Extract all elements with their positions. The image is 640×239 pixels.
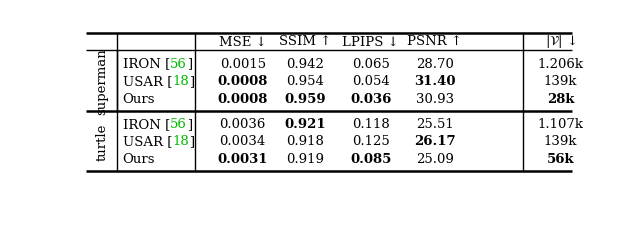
Text: 0.0034: 0.0034 <box>220 135 266 148</box>
Text: SSIM ↑: SSIM ↑ <box>278 35 331 48</box>
Text: 139k: 139k <box>544 75 577 88</box>
Text: |$\mathcal{V}$| ↓: |$\mathcal{V}$| ↓ <box>545 33 577 50</box>
Text: ]: ] <box>187 118 192 131</box>
Text: Ours: Ours <box>123 93 155 106</box>
Text: 0.954: 0.954 <box>286 75 324 88</box>
Text: Ours: Ours <box>123 153 155 166</box>
Text: 28k: 28k <box>547 93 574 106</box>
Text: 0.0015: 0.0015 <box>220 58 266 71</box>
Text: 0.0036: 0.0036 <box>220 118 266 131</box>
Text: 1.107k: 1.107k <box>538 118 584 131</box>
Text: 0.065: 0.065 <box>352 58 390 71</box>
Text: 0.0031: 0.0031 <box>218 153 268 166</box>
Text: 0.959: 0.959 <box>284 93 326 106</box>
Text: MSE ↓: MSE ↓ <box>219 35 267 48</box>
Text: 1.206k: 1.206k <box>538 58 584 71</box>
Text: ]: ] <box>187 58 192 71</box>
Text: 56k: 56k <box>547 153 574 166</box>
Text: 18: 18 <box>172 75 189 88</box>
Text: 139k: 139k <box>544 135 577 148</box>
Text: PSNR ↑: PSNR ↑ <box>408 35 463 48</box>
Text: 25.09: 25.09 <box>416 153 454 166</box>
Text: turtle: turtle <box>95 123 108 161</box>
Text: superman: superman <box>95 49 108 115</box>
Text: 31.40: 31.40 <box>414 75 456 88</box>
Text: IRON [: IRON [ <box>123 58 170 71</box>
Text: 18: 18 <box>172 135 189 148</box>
Text: 0.125: 0.125 <box>352 135 390 148</box>
Text: 0.921: 0.921 <box>284 118 326 131</box>
Text: 0.036: 0.036 <box>350 93 391 106</box>
Text: 0.085: 0.085 <box>350 153 391 166</box>
Text: 0.919: 0.919 <box>285 153 324 166</box>
Text: LPIPS ↓: LPIPS ↓ <box>342 35 399 48</box>
Text: 0.918: 0.918 <box>286 135 324 148</box>
Text: ]: ] <box>189 75 194 88</box>
Text: ]: ] <box>189 135 194 148</box>
Text: 56: 56 <box>170 118 187 131</box>
Text: 26.17: 26.17 <box>414 135 456 148</box>
Text: USAR [: USAR [ <box>123 135 172 148</box>
Text: 28.70: 28.70 <box>416 58 454 71</box>
Text: 30.93: 30.93 <box>416 93 454 106</box>
Text: 0.0008: 0.0008 <box>218 93 268 106</box>
Text: 0.0008: 0.0008 <box>218 75 268 88</box>
Text: USAR [: USAR [ <box>123 75 172 88</box>
Text: 56: 56 <box>170 58 187 71</box>
Text: 0.054: 0.054 <box>352 75 390 88</box>
Text: IRON [: IRON [ <box>123 118 170 131</box>
Text: 25.51: 25.51 <box>416 118 454 131</box>
Text: 0.118: 0.118 <box>352 118 390 131</box>
Text: 0.942: 0.942 <box>286 58 324 71</box>
